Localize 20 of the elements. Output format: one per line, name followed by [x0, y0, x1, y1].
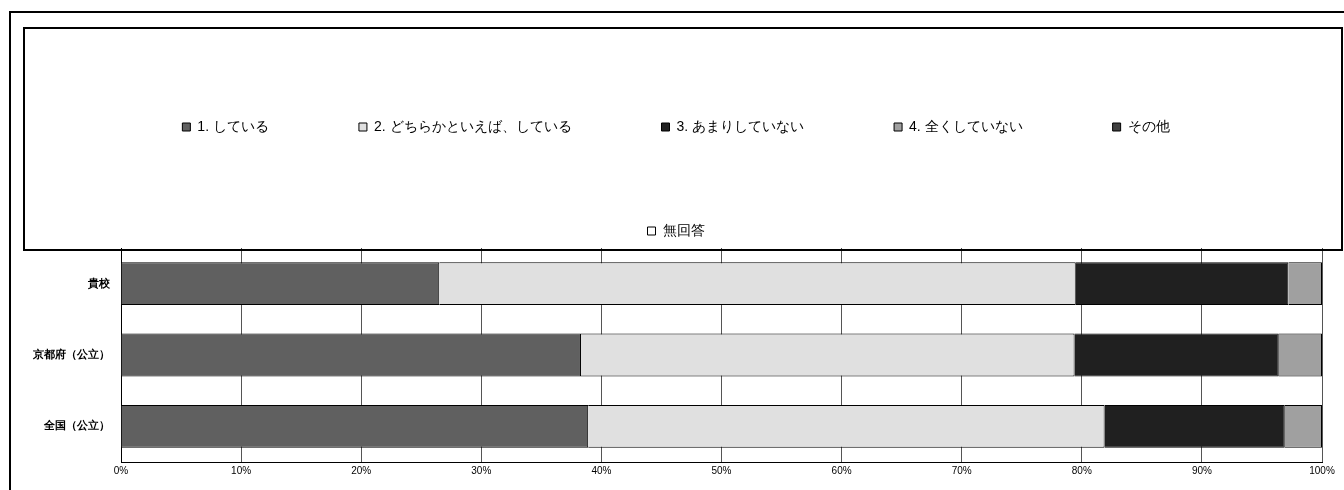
- legend-label: 3. あまりしていない: [676, 117, 805, 134]
- x-tick-label: 20%: [351, 464, 372, 476]
- legend-label: 2. どちらかといえば、している: [373, 117, 572, 134]
- legend-label: その他: [1127, 117, 1170, 134]
- x-tick-label: 80%: [1071, 464, 1092, 476]
- legend-label: 無回答: [662, 221, 705, 238]
- x-tick-label: 0%: [113, 464, 129, 476]
- x-tick-label: 10%: [231, 464, 252, 476]
- y-tick-label: 京都府（公立）: [32, 348, 110, 362]
- x-tick-label: 50%: [711, 464, 732, 476]
- legend-label: 4. 全くしていない: [909, 117, 1023, 134]
- x-tick-label: 30%: [471, 464, 492, 476]
- x-tick-label: 90%: [1191, 464, 1213, 476]
- legend-label: 1. している: [197, 117, 269, 134]
- x-tick-label: 60%: [831, 464, 852, 476]
- x-tick-label: 100%: [1309, 464, 1335, 476]
- y-tick-label: 全国（公立）: [43, 419, 110, 433]
- x-tick-label: 40%: [591, 464, 612, 476]
- y-tick-label: 貴校: [87, 276, 111, 290]
- x-tick-label: 70%: [951, 464, 972, 476]
